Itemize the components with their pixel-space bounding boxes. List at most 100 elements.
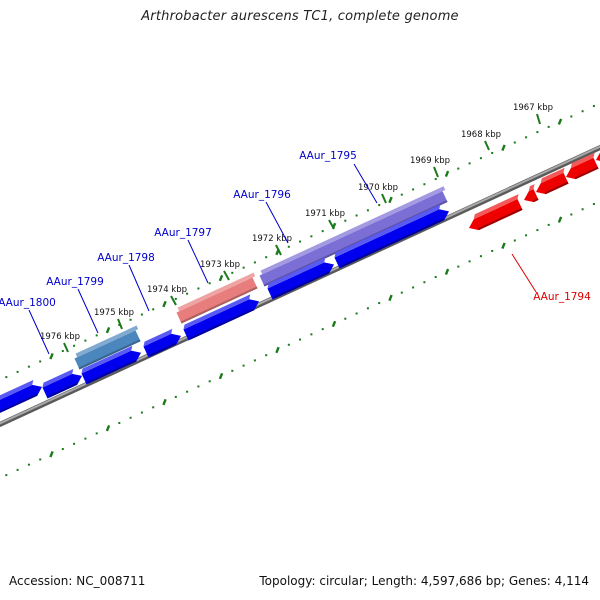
forward-gene-arrow [0,379,43,416]
scale-minor-tick [253,359,256,362]
scale-major-tick [444,268,450,276]
scale-minor-tick [73,442,76,445]
scale-minor-tick [16,468,19,471]
scale-minor-tick [344,219,347,222]
scale-minor-tick [140,411,143,414]
scale-minor-tick [592,105,595,108]
forward-gene-arrow [81,345,141,385]
scale-minor-tick [525,136,528,139]
scale-minor-tick [299,240,302,243]
scale-minor-tick [434,178,437,181]
scale-minor-tick [27,365,30,368]
gene-label-leader [187,239,209,284]
gene-label-leader [28,309,50,355]
highlight-bars [74,186,448,370]
scale-minor-tick [16,370,19,373]
inner-scale-track [5,203,595,477]
gene-labels: AAur_1795 AAur_1796 AAur_1797 AAur_1798 AAur… [0,150,591,355]
scale-minor-tick [140,313,143,316]
scale-minor-tick [231,271,234,274]
scale-minor-tick [174,297,177,300]
scale-minor-tick [186,292,189,295]
scale-minor-tick [287,343,290,346]
scale-minor-tick [39,458,42,461]
scale-major-tick [557,216,563,223]
forward-gene-arrow [183,294,259,341]
scale-minor-tick [479,157,482,160]
scale-major-tick [275,346,280,354]
scale-minor-tick [570,213,573,216]
scale-minor-tick [208,282,211,285]
scale-minor-tick [468,260,471,263]
scale-label: 1973 kbp [200,260,240,270]
scale-label-leader [381,193,387,204]
scale-minor-tick [547,223,550,226]
gene-label: AAur_1794 [533,291,591,303]
scale-label-leader [433,166,439,178]
gene-label-leader [511,253,537,293]
gene-label: AAur_1798 [97,252,155,264]
scale-major-tick [162,300,167,308]
outer-scale-track [5,105,595,379]
scale-minor-tick [536,229,539,232]
gene-label-leader [353,163,378,204]
forward-gene-arrow [267,257,334,300]
scale-label-leader [536,113,541,125]
scale-minor-tick [457,265,460,268]
scale-minor-tick [5,376,8,379]
scale-minor-tick [434,276,437,279]
scale-minor-tick [355,214,358,217]
gene-label: AAur_1799 [46,276,104,288]
scale-minor-tick [152,308,155,311]
scale-minor-tick [84,437,87,440]
scale-minor-tick [310,235,313,238]
scale-minor-tick [118,421,121,424]
scale-minor-tick [457,167,460,170]
scale-minor-tick [242,266,245,269]
scale-minor-tick [423,281,426,284]
scale-minor-tick [152,406,155,409]
scale-minor-tick [118,323,121,326]
scale-label: 1972 kbp [252,234,292,244]
scale-label-leader [63,342,69,353]
scale-minor-tick [73,344,76,347]
scale-minor-tick [423,183,426,186]
gene-arrows [0,148,600,416]
scale-minor-tick [174,395,177,398]
gene-label-leader [265,201,289,244]
scale-label: 1970 kbp [358,183,398,193]
scale-minor-tick [581,208,584,211]
scale-minor-tick [513,239,516,242]
scale-minor-tick [412,188,415,191]
reverse-gene-arrow [469,194,523,231]
scale-minor-tick [592,203,595,206]
scale-label-leader [275,244,282,256]
scale-major-tick [218,372,224,380]
scale-minor-tick [61,448,64,451]
scale-major-tick [388,196,393,204]
scale-minor-tick [513,141,516,144]
accession-text: Accession: NC_008711 [9,574,146,588]
scale-label: 1967 kbp [513,103,553,113]
scale-major-tick [162,398,167,406]
scale-major-tick [49,451,54,458]
scale-label: 1974 kbp [147,285,187,295]
scale-major-tick [388,294,393,302]
forward-gene-arrow [143,328,182,358]
scale-minor-tick [468,162,471,165]
scale-minor-tick [366,209,369,212]
genome-title: Arthrobacter aurescens TC1, complete gen… [141,9,459,24]
scale-minor-tick [344,317,347,320]
scale-label-leader [223,270,230,281]
scale-minor-tick [378,204,381,207]
scale-minor-tick [253,261,256,264]
gene-label: AAur_1795 [299,150,357,162]
scale-minor-tick [321,328,324,331]
scale-major-tick [218,274,224,282]
scale-labels: 1967 kbp 1968 kbp 1969 kbp 1970 kbp 1971 kbp… [40,103,553,353]
scale-minor-tick [525,234,528,237]
forward-gene-arrow [42,368,82,399]
scale-minor-tick [129,416,132,419]
gene-label-leader [128,264,150,312]
scale-minor-tick [95,334,98,337]
